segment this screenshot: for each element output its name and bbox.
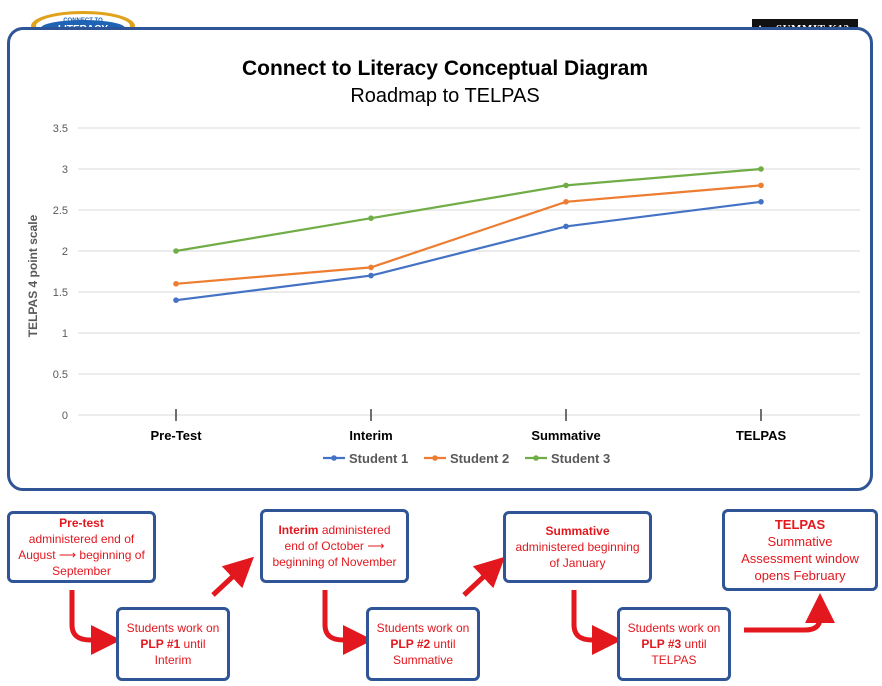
legend-marker [331,455,337,461]
data-point [368,215,374,221]
chart-panel: Connect to Literacy Conceptual Diagram R… [7,27,873,491]
y-tick-label: 3 [62,164,68,176]
telpas-title: TELPAS [774,517,826,532]
interim-box: Interim administered end of October ⟶ be… [260,509,409,583]
chart-subtitle: Roadmap to TELPAS [350,85,539,107]
data-point [758,199,764,205]
arrow-plp1-to-interim [211,556,254,597]
arrow-plp3-to-telpas [744,593,835,633]
plp3-bold: PLP #3 [641,637,682,651]
telpas-box: TELPAS Summative Assessment window opens… [722,509,878,591]
y-tick-label: 3.5 [53,123,68,135]
line-chart: Connect to Literacy Conceptual Diagram R… [26,57,860,466]
plp2-post: until Summative [392,637,456,667]
data-point [368,272,374,279]
plp1-box: Students work on PLP #1 until Interim [116,607,230,681]
pretest-title: Pre-test [59,516,104,530]
series-line-2 [175,184,762,285]
chart-title: Connect to Literacy Conceptual Diagram [242,57,648,80]
y-axis-label: TELPAS 4 point scale [26,214,40,337]
telpas-text: Summative Assessment window opens Februa… [741,534,859,583]
y-tick-label: 1.5 [53,287,68,299]
plp1-pre: Students work on [126,621,220,635]
y-tick-label: 2.5 [53,205,68,217]
series-line-3 [175,167,762,253]
arrow-interim-to-plp2 [322,590,373,655]
x-tick-label: Interim [349,428,392,443]
legend-marker [432,455,438,461]
plp1-bold: PLP #1 [140,637,181,651]
data-point [563,199,569,205]
data-point [173,281,179,287]
data-point [563,182,569,189]
plp3-post: until TELPAS [651,637,707,667]
legend-label: Student 2 [450,451,509,466]
legend-label: Student 3 [551,451,610,466]
summative-box: Summative administered beginning of Janu… [503,511,652,583]
plp2-bold: PLP #2 [390,637,431,651]
x-tick-label: TELPAS [736,428,787,443]
pretest-box: Pre-test administered end of August ⟶ be… [7,511,156,583]
data-point [758,166,764,172]
interim-text: administered end of October ⟶ beginning … [272,523,397,569]
plp3-pre: Students work on [627,621,721,635]
plp2-box: Students work on PLP #2 until Summative [366,607,480,681]
interim-title: Interim [278,523,319,537]
y-tick-label: 1 [62,328,68,340]
data-point [758,182,764,189]
y-tick-label: 2 [62,246,68,258]
ctl-top-text: CONNECT TO [63,18,103,24]
data-point [563,223,569,230]
arrow-pretest-to-plp1 [69,590,121,655]
plp3-box: Students work on PLP #3 until TELPAS [617,607,731,681]
x-tick-label: Pre-Test [150,428,202,443]
plp2-pre: Students work on [376,621,470,635]
arrow-summative-to-plp3 [571,590,622,655]
pretest-text: administered end of August ⟶ beginning o… [18,532,145,578]
arrow-plp2-to-summative [462,556,505,597]
summative-text: administered beginning of January [515,540,640,570]
data-point [173,248,179,254]
legend-marker [533,455,539,461]
data-point [173,297,179,304]
y-tick-label: 0.5 [53,369,68,381]
legend-label: Student 1 [349,451,408,466]
plp1-post: until Interim [154,637,206,667]
y-tick-label: 0 [62,410,68,422]
data-point [368,264,374,271]
summative-title: Summative [545,524,610,538]
x-tick-label: Summative [531,428,600,443]
series-line-1 [175,200,762,302]
